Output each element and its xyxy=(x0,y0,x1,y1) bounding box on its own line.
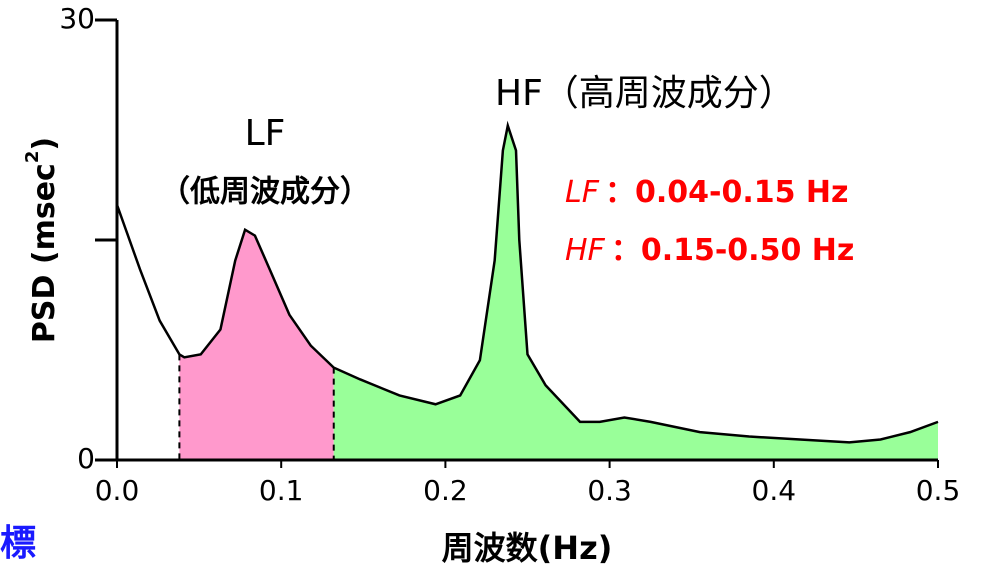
legend-name: LF xyxy=(565,175,600,210)
band-area xyxy=(179,229,334,460)
legend-text: ：0.04-0.15 Hz xyxy=(605,175,849,210)
lf-sublabel: （低周波成分） xyxy=(160,175,370,210)
side-text: 標 xyxy=(0,523,36,564)
legend-entry: LF ：0.04-0.15 Hz xyxy=(565,175,849,210)
y-tick-label: 30 xyxy=(59,2,95,35)
hf-label: HF（高周波成分） xyxy=(495,73,795,114)
y-label-sup: 2 xyxy=(22,151,43,164)
lf-label: LF xyxy=(245,113,286,154)
legend-name: HF xyxy=(565,233,606,268)
y-tick-label: 0 xyxy=(77,442,95,475)
band-area xyxy=(333,125,938,460)
x-tick-label: 0.1 xyxy=(259,474,304,507)
x-axis-label: 周波数(Hz) xyxy=(442,529,613,567)
x-tick-label: 0.3 xyxy=(587,474,632,507)
y-label-text: PSD (msec xyxy=(27,163,62,343)
y-label-end: ) xyxy=(27,137,62,151)
x-tick-label: 0.4 xyxy=(752,474,797,507)
legend-entry: HF ：0.15-0.50 Hz xyxy=(565,233,854,268)
legend-text: ：0.15-0.50 Hz xyxy=(611,233,855,268)
y-axis-label: PSD (msec2) xyxy=(22,137,62,343)
psd-line xyxy=(115,120,939,444)
x-tick-label: 0.2 xyxy=(423,474,468,507)
x-tick-label: 0.0 xyxy=(95,474,140,507)
x-tick-label: 0.5 xyxy=(916,474,961,507)
